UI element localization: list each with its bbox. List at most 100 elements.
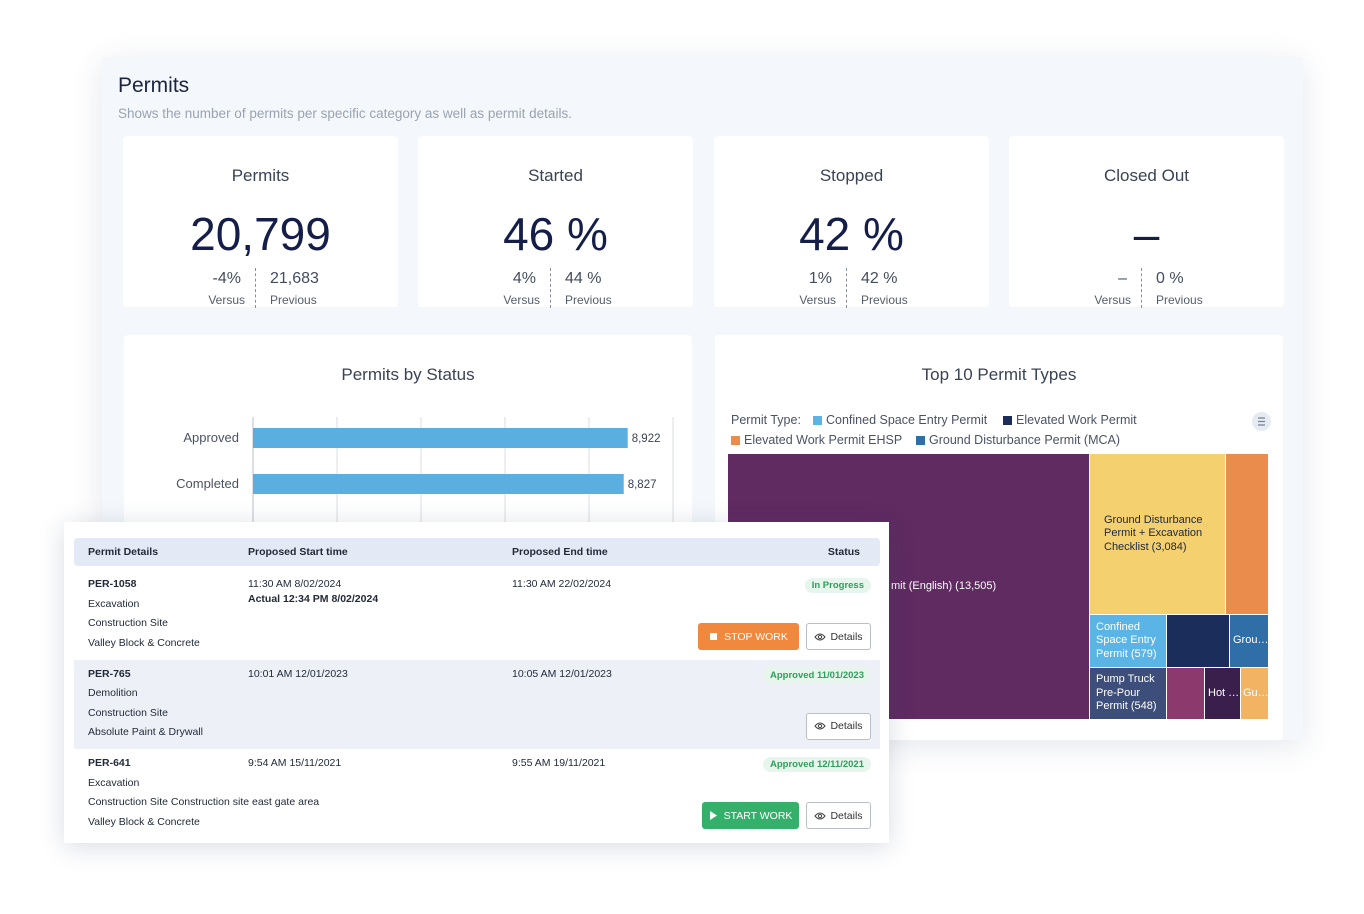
kpi-divider	[550, 268, 551, 308]
kpi-change: 4%	[512, 270, 536, 287]
kpi-card: Permits 20,799 -4% Versus 21,683 Previous	[123, 136, 398, 308]
kpi-card: Started 46 % 4% Versus 44 % Previous	[418, 136, 693, 308]
legend-swatch	[813, 416, 822, 425]
treemap-cell-label: Confined Space Entry Permit (579)	[1096, 620, 1157, 660]
legend-label: Elevated Work Permit EHSP	[744, 433, 903, 447]
kpi-title: Stopped	[819, 166, 884, 185]
table-header-row	[74, 538, 880, 566]
treemap-cell-label: Gu…	[1243, 686, 1269, 699]
treemap-cell-label: Hot …	[1208, 686, 1240, 699]
legend-label: Ground Disturbance Permit (MCA)	[929, 433, 1121, 447]
legend-label: Confined Space Entry Permit	[826, 413, 988, 427]
status-badge: Approved 12/11/2021	[763, 757, 871, 772]
page-subtitle: Shows the number of permits per specific…	[118, 106, 572, 121]
legend-label: Elevated Work Permit	[1016, 413, 1137, 427]
kpi-value: 20,799	[190, 208, 331, 260]
action-button[interactable]: STOP WORK	[698, 623, 799, 650]
kpi-title: Closed Out	[1103, 166, 1190, 185]
action-button-label: START WORK	[723, 809, 793, 822]
kpi-divider	[255, 268, 256, 308]
details-button-label: Details	[830, 720, 863, 732]
permit-detail: Valley Block & Concrete	[88, 636, 200, 649]
treemap-cell-label: Ground Disturbance Permit + Excavation C…	[1104, 513, 1203, 553]
treemap-cell: Gu…	[1241, 668, 1269, 720]
permit-detail: Construction Site	[88, 617, 168, 629]
kpi-title: Permits	[231, 166, 290, 185]
bar	[253, 474, 624, 494]
legend-title: Permit Type:	[731, 413, 801, 427]
chart-title: Top 10 Permit Types	[921, 365, 1077, 384]
treemap-cell: Confined Space Entry Permit (579)	[1090, 615, 1167, 668]
action-button[interactable]: START WORK	[702, 802, 799, 829]
legend-swatch	[731, 436, 740, 445]
permit-detail: Demolition	[88, 687, 138, 699]
table-row: PER-1058 Excavation Construction Site Valle…	[74, 570, 880, 659]
kpi-previous-label: Previous	[565, 293, 612, 307]
legend-swatch	[916, 436, 925, 445]
kpi-value: 46 %	[503, 208, 608, 260]
table-row: PER-641 Excavation Construction Site Const…	[74, 749, 880, 838]
value-label: 8,827	[628, 479, 657, 491]
treemap-cell: Hot …	[1205, 668, 1241, 720]
treemap-cell	[1167, 615, 1230, 668]
kpi-previous: 0 %	[1156, 270, 1184, 287]
end-time: 9:55 AM 19/11/2021	[512, 757, 606, 769]
permit-detail: PER-1058	[88, 578, 137, 590]
treemap-cell: Ground Disturbance Permit + Excavation C…	[1090, 454, 1226, 615]
eye-outline	[814, 633, 827, 640]
value-label: 8,922	[632, 433, 661, 445]
kpi-card: Closed Out – – Versus 0 % Previous	[1009, 136, 1284, 308]
legend-swatch	[1003, 416, 1012, 425]
column-header: Permit Details	[88, 546, 159, 558]
kpi-value: –	[1133, 208, 1160, 260]
legend-menu-button[interactable]	[1252, 412, 1271, 431]
treemap-cell-label: Pump Truck Pre-Pour Permit (548)	[1096, 673, 1157, 713]
start-time: 9:54 AM 15/11/2021	[248, 757, 342, 769]
permit-detail: Excavation	[88, 597, 140, 610]
column-header: Proposed Start time	[248, 546, 348, 558]
eye-pupil	[818, 723, 823, 729]
kpi-change-label: Versus	[1094, 293, 1131, 307]
details-button[interactable]: Details	[806, 623, 871, 650]
kpi-previous: 42 %	[861, 270, 898, 287]
action-button-label: STOP WORK	[724, 630, 788, 643]
kpi-value: 42 %	[799, 208, 904, 260]
kpi-change: –	[1118, 270, 1127, 287]
page-title: Permits	[118, 74, 190, 97]
kpi-change-label: Versus	[503, 293, 540, 307]
treemap-cell	[1226, 454, 1269, 615]
permit-detail: Construction Site	[88, 706, 168, 719]
kpi-previous-label: Previous	[1156, 293, 1203, 307]
column-header: Status	[827, 546, 860, 558]
stop-icon	[710, 633, 718, 640]
treemap-cell-label: Grou…	[1233, 634, 1269, 647]
details-button[interactable]: Details	[806, 712, 871, 740]
kpi-previous-label: Previous	[270, 293, 317, 307]
chart-title: Permits by Status	[341, 365, 474, 384]
details-button-label: Details	[830, 809, 863, 822]
eye-icon	[814, 633, 827, 640]
kpi-previous: 21,683	[270, 270, 319, 287]
kpi-title: Started	[528, 166, 583, 185]
eye-outline	[814, 812, 827, 819]
category-label: Completed	[176, 476, 239, 491]
kpi-divider	[846, 268, 847, 308]
treemap-cell-label: mit (English) (13,505)	[891, 579, 997, 592]
kpi-change: -4%	[212, 270, 241, 287]
treemap-cell	[1167, 668, 1205, 720]
permit-detail: Valley Block & Concrete	[88, 815, 200, 828]
permit-detail: Construction Site Construction site east…	[88, 796, 320, 808]
permit-detail: PER-765	[88, 667, 131, 680]
permit-detail: Absolute Paint & Drywall	[88, 726, 203, 738]
play-icon	[709, 811, 717, 820]
details-button[interactable]: Details	[806, 802, 871, 829]
kpi-previous: 44 %	[565, 270, 602, 287]
start-time: 10:01 AM 12/01/2023	[248, 667, 348, 680]
action-icon	[709, 811, 717, 820]
kpi-change: 1%	[808, 270, 832, 287]
kpi-change-label: Versus	[799, 293, 836, 307]
start-time: Actual 12:34 PM 8/02/2024	[248, 592, 379, 605]
table-row: PER-765 Demolition Construction Site Absolu…	[74, 659, 880, 749]
kpi-card: Stopped 42 % 1% Versus 42 % Previous	[714, 136, 989, 308]
